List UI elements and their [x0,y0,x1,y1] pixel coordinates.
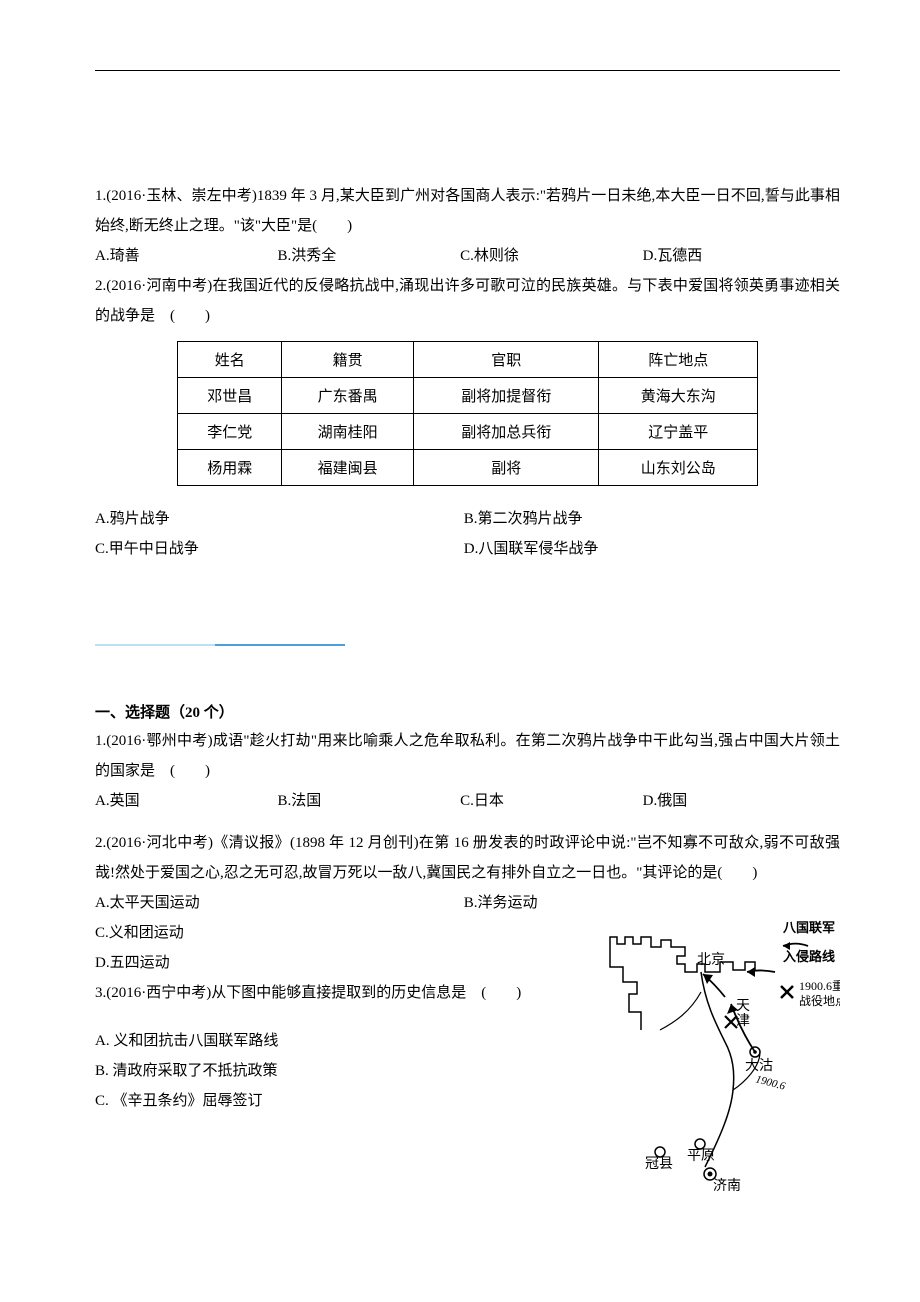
cell: 杨用霖 [177,450,281,486]
cell: 广东番禺 [282,378,414,414]
problem-2-choices-row1: A.太平天国运动 B.洋务运动 [95,888,840,918]
map-label-jinan: 济南 [713,1178,741,1192]
q1-choice-d: D.瓦德西 [643,241,822,271]
p1-choice-c: C.日本 [460,786,639,816]
generals-table: 姓名 籍贯 官职 阵亡地点 邓世昌 广东番禺 副将加提督衔 黄海大东沟 李仁党 … [177,341,758,486]
cell: 李仁党 [177,414,281,450]
svg-text:战役地点: 战役地点 [799,993,840,1008]
cell: 福建闽县 [282,450,414,486]
p2-choice-a: A.太平天国运动 [95,888,460,918]
map-svg: 北京 天 津 大沽 1900.6 平原 冠县 济南 八国联军 入侵路线 [605,912,840,1192]
p1-choice-a: A.英国 [95,786,274,816]
th-post: 官职 [413,342,599,378]
table-row: 李仁党 湖南桂阳 副将加总兵衔 辽宁盖平 [177,414,757,450]
q1-choice-c: C.林则徐 [460,241,639,271]
cell: 山东刘公岛 [599,450,758,486]
q2-choice-b: B.第二次鸦片战争 [464,504,829,534]
cell: 湖南桂阳 [282,414,414,450]
q1-choice-a: A.琦善 [95,241,274,271]
map-label-beijing: 北京 [697,952,725,968]
p2-choice-c: C.义和团运动 [95,918,460,948]
map-label-guanxian: 冠县 [645,1157,673,1172]
cell: 副将 [413,450,599,486]
q2-choice-d: D.八国联军侵华战争 [464,534,829,564]
svg-text:入侵路线: 入侵路线 [783,949,835,964]
problem-1-text: 1.(2016·鄂州中考)成语"趁火打劫"用来比喻乘人之危牟取私利。在第二次鸦片… [95,726,840,786]
th-place: 阵亡地点 [599,342,758,378]
p2-choice-b: B.洋务运动 [464,888,829,918]
map-label-tianjin: 天 [736,999,750,1014]
svg-text:八国联军: 八国联军 [782,920,835,935]
question-2-choices-row2: C.甲午中日战争 D.八国联军侵华战争 [95,534,840,564]
problem-2-text: 2.(2016·河北中考)《清议报》(1898 年 12 月创刊)在第 16 册… [95,828,840,888]
cell: 邓世昌 [177,378,281,414]
th-name: 姓名 [177,342,281,378]
map-figure: 北京 天 津 大沽 1900.6 平原 冠县 济南 八国联军 入侵路线 [605,912,840,1197]
th-origin: 籍贯 [282,342,414,378]
top-rule [95,70,840,71]
cell: 黄海大东沟 [599,378,758,414]
question-1-choices: A.琦善 B.洪秀全 C.林则徐 D.瓦德西 [95,241,840,271]
question-2-text: 2.(2016·河南中考)在我国近代的反侵略抗战中,涌现出许多可歌可泣的民族英雄… [95,271,840,331]
p1-choice-b: B.法国 [278,786,457,816]
q2-choice-c: C.甲午中日战争 [95,534,460,564]
map-label-pingyuan: 平原 [687,1149,715,1164]
cell: 副将加提督衔 [413,378,599,414]
table-header-row: 姓名 籍贯 官职 阵亡地点 [177,342,757,378]
table-row: 邓世昌 广东番禺 副将加提督衔 黄海大东沟 [177,378,757,414]
q2-choice-a: A.鸦片战争 [95,504,460,534]
p2-choice-d: D.五四运动 [95,948,460,978]
svg-text:津: 津 [736,1013,750,1029]
q1-choice-b: B.洪秀全 [278,241,457,271]
section-heading: 一、选择题（20 个） [95,701,840,722]
question-1-text: 1.(2016·玉林、崇左中考)1839 年 3 月,某大臣到广州对各国商人表示… [95,181,840,241]
question-2-choices-row1: A.鸦片战争 B.第二次鸦片战争 [95,504,840,534]
cell: 辽宁盖平 [599,414,758,450]
map-label-dagu: 大沽 [745,1058,773,1074]
svg-text:1900.6重要: 1900.6重要 [799,979,840,993]
p1-choice-d: D.俄国 [643,786,822,816]
problem-1-choices: A.英国 B.法国 C.日本 D.俄国 [95,786,840,816]
cell: 副将加总兵衔 [413,414,599,450]
section-divider [95,644,345,646]
table-row: 杨用霖 福建闽县 副将 山东刘公岛 [177,450,757,486]
